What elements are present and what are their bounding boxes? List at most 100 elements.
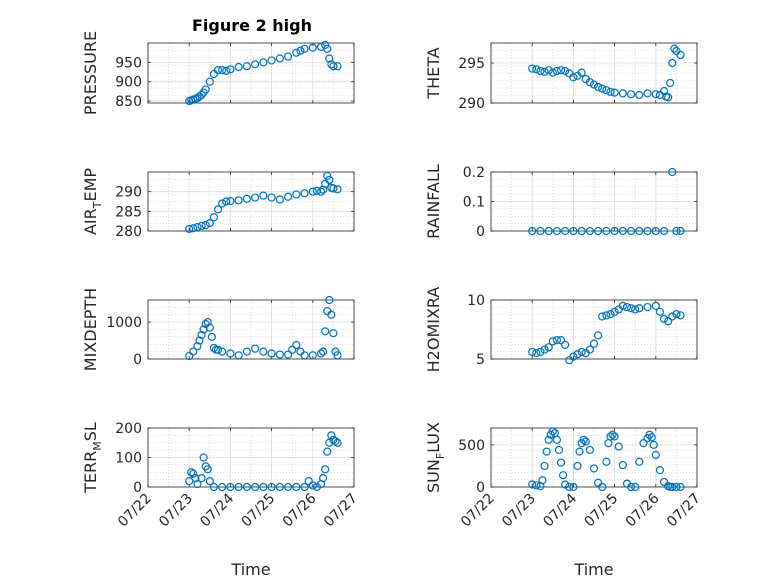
data-point (321, 465, 330, 474)
data-point (329, 62, 338, 71)
y-tick-label: 850 (115, 94, 142, 110)
data-point (321, 327, 330, 336)
data-point (668, 58, 677, 68)
data-point (668, 482, 677, 492)
data-point (631, 482, 640, 492)
data-point (585, 78, 594, 87)
y-tick-label: 285 (115, 204, 142, 220)
data-point (300, 44, 309, 53)
axes-box (490, 42, 698, 104)
data-point (598, 312, 607, 321)
data-point (327, 431, 336, 440)
data-point (635, 90, 644, 100)
x-tick-label: 07/22 (458, 491, 498, 531)
data-point (209, 482, 219, 492)
data-point (540, 461, 549, 471)
data-point (655, 307, 665, 316)
data-point (558, 471, 568, 480)
y-axis-label: H2OMIXRA (424, 287, 443, 373)
data-point (532, 65, 541, 74)
data-point (312, 186, 322, 195)
data-point (626, 304, 636, 313)
data-point (251, 193, 260, 202)
data-point (672, 482, 681, 492)
data-point (602, 311, 611, 320)
data-point (259, 191, 268, 200)
data-point (234, 351, 243, 360)
data-point (676, 482, 685, 492)
data-point (577, 68, 586, 77)
data-point (325, 175, 334, 184)
data-point (259, 482, 268, 492)
data-point (536, 66, 545, 76)
axes-box (147, 299, 355, 360)
data-point (552, 435, 562, 444)
y-axis-label: PRESSURE (81, 31, 100, 115)
data-point (319, 474, 328, 483)
y-tick-label: 500 (458, 438, 485, 454)
y-tick-label: 5 (476, 352, 485, 368)
data-point (308, 481, 317, 490)
data-point (203, 318, 212, 327)
data-point (569, 482, 578, 492)
data-point (626, 226, 636, 236)
data-point (548, 427, 557, 436)
data-point (577, 347, 586, 357)
data-point (608, 430, 617, 439)
data-point (283, 350, 293, 359)
data-point (581, 437, 590, 446)
data-point (544, 66, 553, 75)
data-point (333, 185, 342, 194)
x-tick-label: 07/23 (156, 491, 196, 531)
data-point (606, 432, 615, 441)
x-tick-label: 07/22 (115, 491, 155, 531)
data-point (213, 345, 223, 354)
data-point (292, 340, 301, 350)
data-point (540, 67, 549, 76)
data-point (213, 205, 223, 214)
data-point (218, 199, 227, 208)
data-point (213, 65, 223, 75)
y-tick-label: 290 (115, 185, 142, 201)
data-point (594, 82, 603, 92)
data-point (267, 482, 276, 492)
data-point (222, 197, 231, 206)
y-tick-label: 950 (115, 55, 142, 71)
data-point (333, 438, 342, 447)
data-point (283, 52, 293, 61)
data-point (199, 453, 208, 462)
data-point (635, 304, 644, 313)
y-axis-label: SUNFLUX (424, 422, 447, 493)
data-point (614, 442, 623, 451)
data-point (209, 343, 219, 353)
data-point (234, 62, 243, 72)
data-point (647, 433, 656, 442)
data-point (645, 430, 654, 439)
data-point (664, 317, 673, 326)
axes-box (490, 427, 698, 488)
data-point (618, 301, 627, 310)
y-axis-label: RAINFALL (424, 164, 443, 239)
data-point (635, 457, 644, 466)
subplot-4: 0 0.1 0.2 RAINFALL (424, 164, 698, 240)
y-tick-label: 1000 (106, 315, 142, 331)
data-point (561, 66, 570, 76)
y-axis-label: MIXDEPTH (81, 288, 100, 371)
x-tick-label: 07/26 (280, 490, 320, 530)
data-point (275, 54, 284, 63)
data-point (197, 221, 206, 230)
data-point (626, 482, 636, 492)
data-point (201, 221, 210, 230)
data-point (618, 226, 627, 236)
data-point (664, 93, 673, 102)
y-tick-label: 0 (476, 224, 485, 240)
data-point (594, 226, 603, 236)
data-point (649, 440, 658, 449)
data-point (189, 224, 198, 233)
data-point (189, 347, 198, 356)
y-axis-label: AIRTEMP (81, 168, 104, 235)
data-point (659, 226, 669, 236)
data-point (283, 482, 293, 492)
x-tick-label: 07/26 (623, 490, 663, 530)
